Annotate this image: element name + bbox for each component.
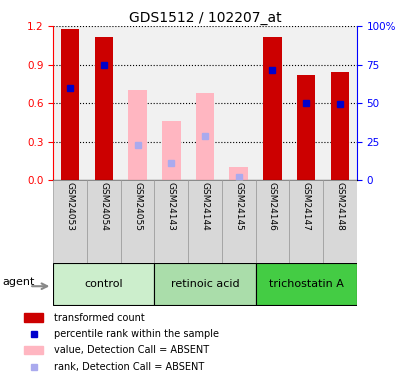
Text: GSM24148: GSM24148 [335,183,344,231]
Bar [24,346,43,354]
Bar [322,26,356,180]
Text: GSM24147: GSM24147 [301,183,310,231]
Bar [24,313,43,321]
FancyBboxPatch shape [221,180,255,262]
Bar [221,26,255,180]
FancyBboxPatch shape [154,180,188,262]
Text: percentile rank within the sample: percentile rank within the sample [54,329,219,339]
Text: rank, Detection Call = ABSENT: rank, Detection Call = ABSENT [54,362,204,372]
Text: GSM24054: GSM24054 [99,183,108,231]
Bar [255,26,289,180]
Bar [94,36,113,180]
FancyBboxPatch shape [87,180,120,262]
Bar [53,26,87,180]
Bar [188,26,221,180]
FancyBboxPatch shape [53,263,154,305]
FancyBboxPatch shape [188,180,221,262]
Bar [263,36,281,180]
Bar [128,90,146,180]
Text: GSM24145: GSM24145 [234,183,243,231]
Text: transformed count: transformed count [54,313,145,322]
Bar [87,26,120,180]
Text: GSM24146: GSM24146 [267,183,276,231]
Bar [120,26,154,180]
FancyBboxPatch shape [154,263,255,305]
FancyBboxPatch shape [255,180,289,262]
Bar [195,93,214,180]
Bar [330,72,348,180]
Text: GSM24144: GSM24144 [200,183,209,231]
Bar [154,26,188,180]
Bar [162,121,180,180]
Bar [229,167,247,180]
Text: GSM24143: GSM24143 [166,183,175,231]
Bar [289,26,322,180]
Text: GSM24053: GSM24053 [65,183,74,231]
FancyBboxPatch shape [120,180,154,262]
Bar [61,29,79,180]
FancyBboxPatch shape [322,180,356,262]
FancyBboxPatch shape [289,180,322,262]
Text: GSM24055: GSM24055 [133,183,142,231]
Text: trichostatin A: trichostatin A [268,279,343,289]
Text: value, Detection Call = ABSENT: value, Detection Call = ABSENT [54,345,209,355]
FancyBboxPatch shape [53,180,87,262]
Title: GDS1512 / 102207_at: GDS1512 / 102207_at [128,11,281,25]
Bar [296,75,315,180]
Text: agent: agent [3,277,35,287]
FancyBboxPatch shape [255,263,356,305]
Text: retinoic acid: retinoic acid [170,279,239,289]
Text: control: control [84,279,123,289]
